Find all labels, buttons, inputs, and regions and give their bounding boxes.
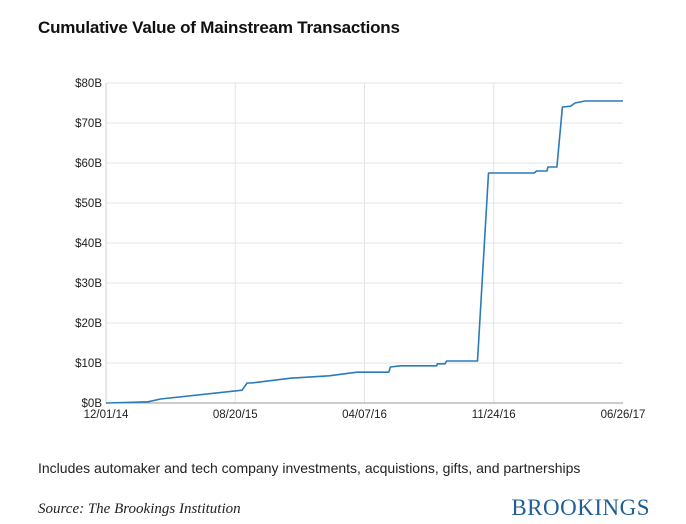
axis-layer bbox=[105, 83, 623, 404]
x-tick-label: 12/01/14 bbox=[84, 409, 129, 421]
tick-label-layer: $0B $10B $20B $30B $40B $50B $60B $70B $80B 12/01… bbox=[75, 78, 645, 421]
source-line: Source: The Brookings Institution bbox=[38, 501, 241, 517]
x-tick-label: 06/26/17 bbox=[601, 409, 646, 421]
y-tick-label: $70B bbox=[75, 118, 102, 130]
series-layer bbox=[105, 100, 623, 404]
chart-title: Cumulative Value of Mainstream Transacti… bbox=[38, 18, 400, 37]
chart-note: Includes automaker and tech company inve… bbox=[38, 460, 581, 476]
cumulative-value-line bbox=[105, 100, 623, 404]
grid-layer bbox=[106, 82, 623, 403]
y-tick-label: $20B bbox=[75, 318, 102, 330]
y-tick-label: $40B bbox=[75, 238, 102, 250]
y-tick-label: $50B bbox=[75, 198, 102, 210]
x-tick-label: 11/24/16 bbox=[472, 409, 516, 421]
y-tick-label: $60B bbox=[75, 158, 102, 170]
y-tick-label: $30B bbox=[75, 278, 102, 290]
y-tick-label: $80B bbox=[75, 78, 102, 90]
x-tick-label: 08/20/15 bbox=[213, 409, 258, 421]
y-tick-label: $0B bbox=[82, 398, 103, 410]
brand-logo: BROOKINGS bbox=[511, 495, 650, 520]
y-tick-label: $10B bbox=[75, 358, 102, 370]
x-tick-label: 04/07/16 bbox=[342, 409, 387, 421]
